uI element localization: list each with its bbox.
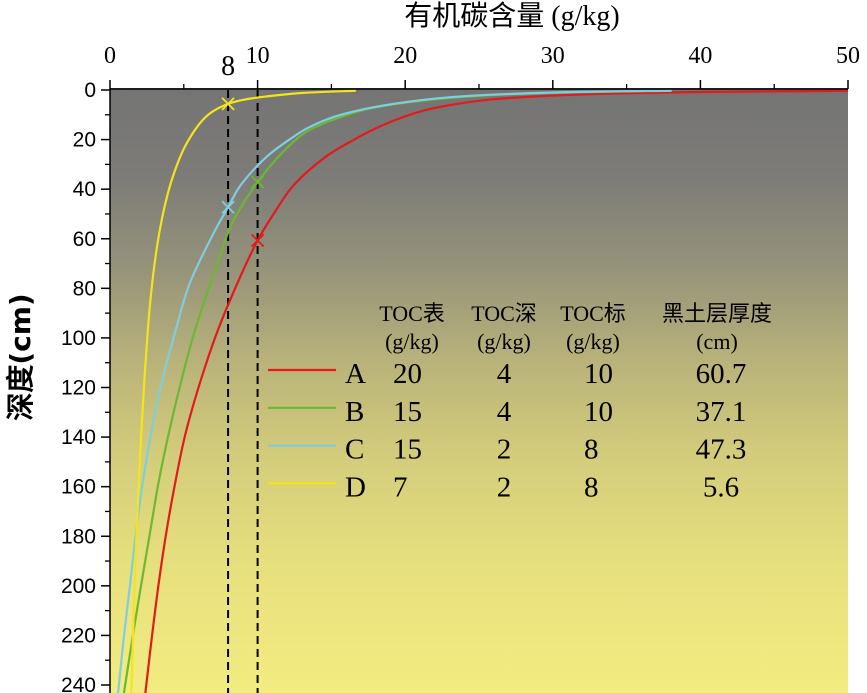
y-tick-label: 180 [61,525,96,548]
y-axis-title: 深度(cm) [4,293,37,420]
marker-cross-A [250,233,265,248]
legend-row-B: B 15 4 10 37.1 [268,396,746,428]
table-header-unit: (g/kg) [477,329,531,354]
legend-table: TOC表 (g/kg) TOC深 (g/kg) TOC标 (g/kg) 黑土层厚度 (cm) A… [268,301,772,503]
x-tick-label: 10 [246,43,270,69]
table-header-unit: (g/kg) [566,329,620,354]
table-header-title: TOC表 [379,301,445,326]
legend-row-D: D 7 2 8 5.6 [268,471,739,503]
axes: 0 10 20 30 40 5080204060801001201401601802002… [61,43,860,693]
y-tick-label: 140 [61,426,96,449]
table-header-title: 黑土层厚度 [662,301,772,326]
y-tick-label: 40 [73,178,96,201]
table-cell: 5.6 [703,471,739,503]
table-cell: 15 [393,434,422,466]
table-cell: 4 [497,396,512,428]
y-tick-label: 100 [61,327,96,350]
series-lines [117,89,848,693]
table-cell: 37.1 [696,396,747,428]
intersection-marker-D [221,97,235,111]
intersection-markers [221,97,265,248]
x-axis-title: 有机碳含量 (g/kg) [404,0,619,32]
marker-cross-D [221,97,235,111]
intersection-marker-A [250,233,265,248]
table-cell: 15 [393,396,422,428]
y-tick-label: 80 [73,277,96,300]
y-tick-label: 220 [61,624,96,647]
table-header-title: TOC标 [560,301,626,326]
table-cell: 7 [393,471,408,503]
y-tick-label: 120 [61,377,96,400]
y-tick-label: 60 [73,228,96,251]
series-line-A [144,89,848,693]
marker-cross-B [250,175,265,189]
table-cell: 60.7 [696,358,747,390]
table-cell: 8 [584,471,599,503]
x-tick-label: 20 [393,43,417,69]
table-cell: 8 [584,434,599,466]
table-cell: 2 [497,471,512,503]
table-cell: 2 [497,434,512,466]
x-tick-label: 50 [836,43,860,69]
x-tick-label: 30 [541,43,565,69]
legend-label-C: C [345,434,364,466]
table-cell: 4 [497,358,512,390]
table-cell: 10 [584,396,613,428]
legend-label-D: D [345,471,366,503]
table-header-unit: (cm) [696,329,738,354]
y-tick-label: 200 [61,575,96,598]
y-tick-label: 20 [73,129,96,152]
plot-background [110,88,848,693]
table-header-unit: (g/kg) [385,329,439,354]
x-extra-tick-label: 8 [221,51,235,82]
y-tick-label: 0 [84,79,96,102]
table-cell: 47.3 [696,434,747,466]
marker-cross-C [221,200,235,214]
x-tick-label: 40 [688,43,712,69]
legend-label-B: B [345,396,364,428]
legend-row-A: A 20 4 10 60.7 [268,358,746,390]
reference-lines [227,90,259,693]
legend-row-C: C 15 2 8 47.3 [268,434,746,466]
legend-label-A: A [345,358,366,390]
y-tick-label: 160 [61,476,96,499]
intersection-marker-C [221,200,235,214]
series-line-D [130,89,357,693]
table-cell: 10 [584,358,613,390]
table-header-title: TOC深 [471,301,537,326]
intersection-marker-B [250,175,265,189]
table-cell: 20 [393,358,422,390]
y-tick-label: 240 [61,674,96,693]
x-tick-label: 0 [104,43,116,69]
